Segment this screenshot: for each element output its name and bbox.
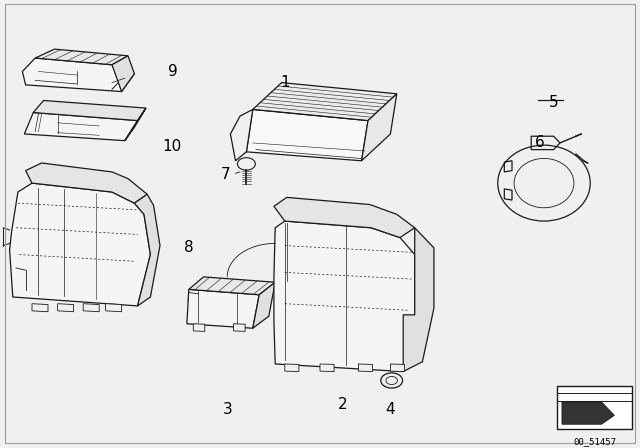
Polygon shape <box>246 109 368 161</box>
Text: 1: 1 <box>280 75 290 90</box>
Polygon shape <box>390 364 404 371</box>
Polygon shape <box>83 304 99 312</box>
Polygon shape <box>253 82 397 121</box>
Text: 3: 3 <box>222 402 232 418</box>
Polygon shape <box>504 161 512 172</box>
Polygon shape <box>557 386 632 429</box>
Polygon shape <box>320 364 334 371</box>
Text: 4: 4 <box>385 402 396 418</box>
Text: 00_51457: 00_51457 <box>573 437 616 446</box>
Polygon shape <box>189 277 275 295</box>
Polygon shape <box>26 163 147 203</box>
Polygon shape <box>24 112 138 141</box>
Polygon shape <box>33 100 146 121</box>
Polygon shape <box>274 198 415 237</box>
Polygon shape <box>504 189 512 200</box>
Polygon shape <box>531 136 560 150</box>
Polygon shape <box>403 228 434 371</box>
Text: 2: 2 <box>337 396 348 412</box>
Polygon shape <box>134 194 160 306</box>
Polygon shape <box>230 109 253 161</box>
Polygon shape <box>35 49 128 65</box>
Polygon shape <box>112 56 134 91</box>
Text: 9: 9 <box>168 64 178 79</box>
Polygon shape <box>234 324 245 332</box>
Text: 10: 10 <box>162 139 181 154</box>
Polygon shape <box>193 324 205 332</box>
Text: 8: 8 <box>184 241 194 255</box>
Polygon shape <box>285 364 299 371</box>
Polygon shape <box>274 221 415 371</box>
Polygon shape <box>362 94 397 161</box>
Text: 6: 6 <box>534 135 545 151</box>
Polygon shape <box>562 402 614 424</box>
Polygon shape <box>10 183 150 306</box>
Polygon shape <box>187 289 259 328</box>
Polygon shape <box>125 108 146 141</box>
Polygon shape <box>58 304 74 312</box>
Text: 5: 5 <box>548 95 559 110</box>
Polygon shape <box>253 282 275 328</box>
Text: 7: 7 <box>220 167 230 182</box>
Polygon shape <box>22 58 134 91</box>
Polygon shape <box>32 304 48 312</box>
Polygon shape <box>358 364 372 371</box>
Polygon shape <box>106 304 122 312</box>
